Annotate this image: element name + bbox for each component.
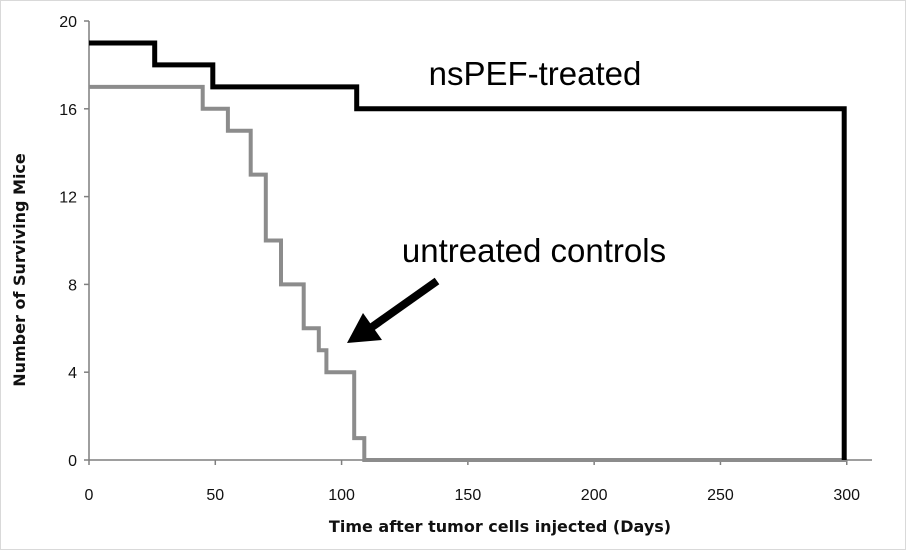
x-tick-label: 0: [85, 487, 94, 504]
annotation-untreated-controls: untreated controls: [402, 232, 666, 269]
x-tick-label: 250: [707, 487, 734, 504]
series-nspef-treated-line: [89, 40, 847, 460]
x-tick-label: 150: [455, 487, 482, 504]
y-tick-label: 12: [59, 190, 77, 207]
series-untreated-controls-line: [89, 84, 847, 462]
x-tick-label: 100: [328, 487, 355, 504]
y-tick-label: 0: [68, 453, 77, 470]
y-tick-label: 8: [68, 277, 77, 294]
annotation-nspef-treated: nsPEF-treated: [429, 55, 642, 92]
y-tick-label: 20: [59, 14, 77, 31]
x-tick-label: 200: [581, 487, 608, 504]
x-tick-label: 300: [833, 487, 860, 504]
x-axis-label: Time after tumor cells injected (Days): [329, 517, 671, 536]
arrow: [347, 277, 440, 343]
y-tick-label: 16: [59, 102, 77, 119]
arrow-shaft: [369, 277, 440, 331]
y-axis-label: Number of Surviving Mice: [10, 153, 29, 387]
x-tick-label: 50: [206, 487, 224, 504]
series-layer: [89, 40, 847, 462]
arrow-head: [347, 313, 382, 343]
y-tick-label: 4: [68, 365, 77, 382]
